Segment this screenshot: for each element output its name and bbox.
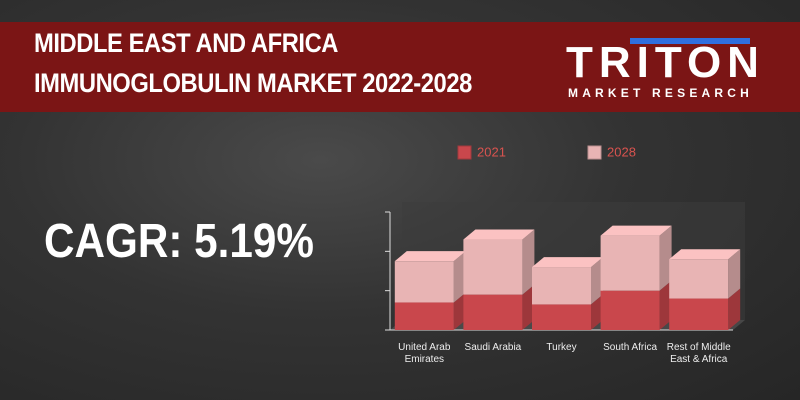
bar-segment (532, 257, 603, 305)
bar-segment (394, 292, 466, 330)
bar-top (532, 257, 603, 268)
bar-segment (532, 294, 603, 330)
bar-segment (463, 284, 535, 330)
bar-top (600, 225, 672, 236)
bar-side (590, 294, 603, 330)
legend-label: 2028 (607, 144, 636, 159)
x-tick-label: Saudi Arabia (464, 342, 522, 353)
x-tick-label: Turkey (546, 342, 577, 353)
bar-side (659, 225, 672, 291)
bar-side (453, 292, 466, 330)
logo-tagline: MARKET RESEARCH (568, 86, 754, 100)
bar-side (453, 251, 466, 303)
logo-accent (630, 38, 750, 44)
bar-side (522, 284, 535, 330)
bar-side (728, 249, 741, 299)
bar (463, 239, 523, 295)
legend-label: 2021 (477, 144, 506, 159)
bar-side (728, 288, 741, 330)
bar (394, 261, 454, 303)
bar (394, 302, 454, 330)
bar (463, 294, 523, 330)
x-tick-label: South Africa (603, 342, 658, 353)
bar-side (659, 280, 672, 330)
bar (669, 259, 729, 299)
bar-segment (669, 288, 741, 330)
x-tick-label: Rest of Middle East & Africa (666, 342, 731, 365)
bar-segment (669, 249, 741, 299)
bar-segment (600, 225, 672, 291)
bar (532, 267, 591, 305)
title-line: MIDDLE EAST AND AFRICA (34, 28, 339, 58)
title-line: IMMUNOGLOBULIN MARKET 2022-2028 (34, 68, 472, 98)
legend-swatch (457, 145, 472, 160)
bar-top (463, 229, 535, 240)
bar-top (394, 251, 466, 262)
cagr: CAGR: 5.19% (44, 215, 314, 268)
bar-segment (463, 229, 535, 295)
bar (669, 298, 729, 330)
legend-swatch (587, 145, 602, 160)
x-tick-label: United Arab Emirates (398, 342, 451, 365)
header-band (0, 22, 800, 112)
bar-side (590, 257, 603, 305)
bar-segment (394, 251, 466, 303)
bar-segment (600, 280, 672, 330)
bar-side (522, 229, 535, 295)
bar (600, 235, 660, 291)
bar-top (669, 249, 741, 260)
logo: TRITON (566, 38, 765, 87)
bar (600, 290, 660, 330)
bar (532, 304, 591, 330)
